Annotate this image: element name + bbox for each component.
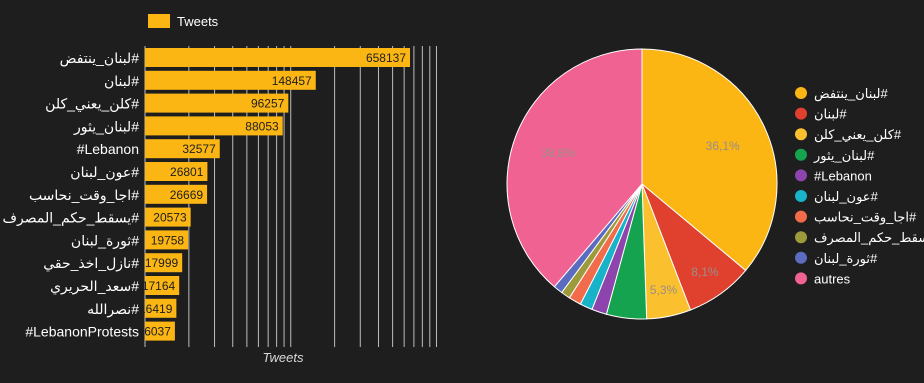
legend-marker <box>795 169 807 182</box>
pie-chart: 36,1% 8,1% 5,3% 38,8% لبنان_ينتفض# لبنان# كلن… <box>506 48 924 320</box>
bar-value-label: 32577 <box>182 142 216 156</box>
legend-marker <box>795 87 807 99</box>
legend-marker <box>795 251 807 264</box>
category-label: #LebanonProtests <box>25 324 139 340</box>
bar <box>145 230 189 250</box>
legend-label: كلن_يعني_كلن# <box>814 127 902 143</box>
pie-value-label: 36,1% <box>706 139 740 153</box>
pie-value-label: 5,3% <box>650 283 678 297</box>
pie-value-label: 8,1% <box>691 265 719 279</box>
bar <box>145 321 175 341</box>
bar-value-label: 17999 <box>145 256 179 270</box>
legend-label: اجا_وقت_نحاسب# <box>814 210 917 226</box>
legend-marker <box>795 128 807 141</box>
bar-value-label: 16419 <box>139 302 173 316</box>
legend-label: لبنان_ينتفض# <box>814 86 889 102</box>
bar <box>145 253 183 273</box>
legend-label: لبنان# <box>814 107 847 122</box>
legend-label: autres <box>814 271 851 286</box>
bar-value-label: 26669 <box>170 188 204 202</box>
category-label: نازل_اخذ_حقي# <box>43 255 139 272</box>
category-label: لبنان_ينتفض# <box>60 50 140 67</box>
pie-value-label: 38,8% <box>541 146 575 160</box>
bar <box>145 162 208 181</box>
bar-legend-label: Tweets <box>177 14 219 29</box>
bar-value-label: 19758 <box>151 233 185 247</box>
pie-slice <box>641 48 778 272</box>
category-label: نصرالله# <box>87 301 139 318</box>
legend-marker <box>795 272 807 285</box>
bar <box>145 184 208 204</box>
bar-value-label: 26801 <box>170 165 204 179</box>
bar <box>145 48 410 67</box>
bar-value-label: 17164 <box>142 279 176 293</box>
category-label: يسقط_حكم_المصرف# <box>3 210 140 227</box>
legend-label: يسقط_حكم_المصرف# <box>814 230 924 246</box>
bar-chart: Tweets 658137 لبنان_ينتفض# 148457 لبنان# 962… <box>3 14 437 365</box>
category-label: لبنان# <box>104 73 139 89</box>
bars: 658137 لبنان_ينتفض# 148457 لبنان# 96257 كلن_ي… <box>3 48 410 341</box>
legend-label: #Lebanon <box>814 168 872 183</box>
legend-marker <box>795 148 807 161</box>
legend-marker <box>795 210 807 223</box>
bar-value-label: 88053 <box>245 119 279 133</box>
category-label: سعد_الحريري# <box>50 278 139 295</box>
bar-value-label: 96257 <box>251 97 285 111</box>
bar-legend-swatch <box>148 14 170 28</box>
legend-label: ثورة_لبنان# <box>814 251 878 267</box>
category-label: اجا_وقت_نحاسب# <box>29 187 139 204</box>
pie-slices <box>506 48 778 320</box>
bar-value-label: 20573 <box>153 211 187 225</box>
bar <box>145 207 191 227</box>
bar-value-label: 16037 <box>138 325 172 339</box>
category-label: لبنان_يثور# <box>73 118 139 135</box>
category-label: ثورة_لبنان# <box>71 232 139 249</box>
legend-marker <box>795 190 807 202</box>
bar <box>145 93 289 113</box>
bar <box>145 276 180 295</box>
legend-label: عون_لبنان# <box>814 189 879 205</box>
pie-legend: لبنان_ينتفض# لبنان# كلن_يعني_كلن# لبنان_يثو… <box>795 86 924 286</box>
bar <box>145 70 316 90</box>
legend-marker <box>795 107 807 120</box>
bar-value-label: 148457 <box>272 74 312 88</box>
pie-value-labels: 36,1% 8,1% 5,3% 38,8% <box>541 139 740 297</box>
bar <box>145 139 220 159</box>
legend-marker <box>795 231 807 244</box>
x-axis-title: Tweets <box>263 350 304 365</box>
category-label: كلن_يعني_كلن# <box>45 96 139 113</box>
pie-slice <box>506 48 643 288</box>
bar-value-label: 658137 <box>366 51 406 65</box>
bar <box>145 116 283 136</box>
category-label: #Lebanon <box>77 141 139 157</box>
legend-label: لبنان_يثور# <box>813 148 875 164</box>
category-label: عون_لبنان# <box>70 164 139 181</box>
bar <box>145 298 177 318</box>
